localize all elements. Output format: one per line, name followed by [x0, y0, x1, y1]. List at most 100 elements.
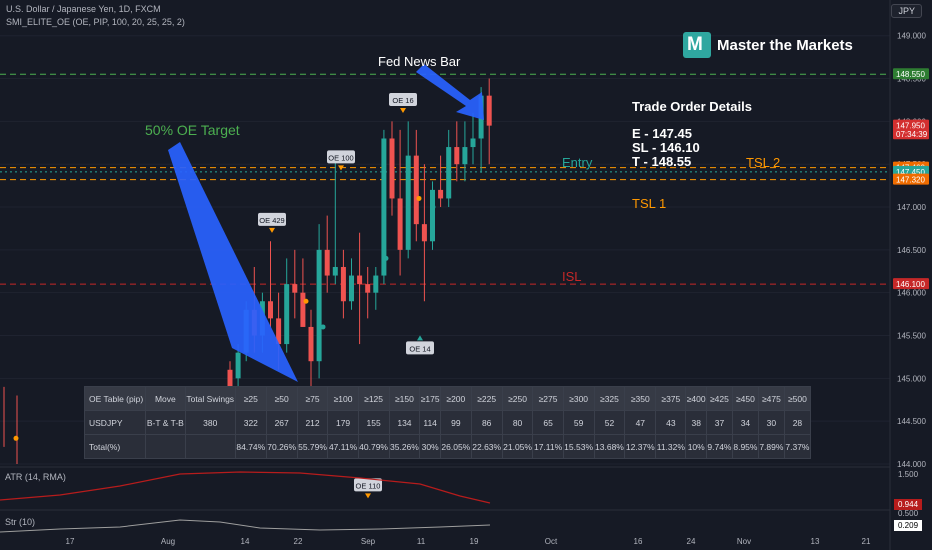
oe-table-cell: 12.37%	[624, 434, 657, 459]
entry-label: Entry	[562, 155, 593, 170]
oe-table-cell: 380	[184, 410, 236, 435]
candle-body	[381, 138, 387, 276]
price-axis: 149.000148.500148.000147.500147.000146.5…	[889, 0, 932, 550]
oe-table-cell: 11.32%	[655, 434, 687, 459]
oe-table-cell: 28	[783, 410, 812, 435]
price-axis-bg	[890, 0, 932, 550]
candle-body	[235, 352, 241, 379]
oe-table-cell: 21.05%	[501, 434, 534, 459]
candle-body	[462, 147, 468, 165]
oe-table-cell: ≥425	[705, 386, 733, 411]
oe-marker-label: OE 100	[328, 153, 353, 162]
price-badge-label: 146.100	[896, 280, 925, 289]
str-value-badge: 0.209	[894, 520, 923, 531]
time-tick-label: Sep	[361, 537, 376, 546]
brand-name: Master the Markets	[717, 36, 853, 54]
oe-table-cell: ≥100	[327, 386, 359, 411]
oe-table-cell: ≥50	[265, 386, 298, 411]
oe-marker-label: OE 14	[409, 344, 430, 353]
oe-table-cell: ≥175	[419, 386, 441, 411]
oe-table-cell: 212	[296, 410, 329, 435]
oe-table-cell: 13.68%	[593, 434, 626, 459]
brand-logo: Master the Markets	[683, 32, 853, 58]
oe-marker: OE 100	[327, 150, 355, 171]
currency-badge[interactable]: JPY	[891, 4, 922, 18]
candle-body	[438, 189, 444, 199]
oe-table-cell: 114	[419, 410, 441, 435]
oe-table-cell: 38	[685, 410, 707, 435]
tsl2-label: TSL 2	[746, 155, 781, 170]
indicator-panels	[0, 466, 890, 533]
price-badge-label: 147.450	[896, 168, 925, 177]
oe-table-cell: ≥325	[593, 386, 626, 411]
oe-marker-label: OE 429	[259, 216, 284, 225]
trade-stoploss: SL - 146.10	[632, 140, 700, 155]
oe-table-cell: 99	[439, 410, 472, 435]
candle-body	[446, 147, 452, 199]
oe-table-cell: ≥25	[234, 386, 267, 411]
swing-dot	[383, 255, 389, 261]
oe-table-cell: 134	[388, 410, 421, 435]
oe-table-cell: 22.63%	[470, 434, 503, 459]
candle-body	[389, 138, 395, 199]
arrow-up-icon	[417, 335, 423, 341]
candle-body	[486, 95, 492, 126]
oe-table-cell: ≥225	[470, 386, 503, 411]
price-badge	[893, 68, 929, 80]
oe-table-cell: Move	[145, 386, 186, 411]
price-badge	[893, 128, 929, 140]
fed-news-arrow	[416, 64, 484, 120]
oe-table-cell: 65	[532, 410, 564, 435]
atr-tick-bottom: 0.500	[898, 509, 919, 518]
oe-table-cell: 47.11%	[327, 434, 359, 459]
oe-table-cell: B-T & T-B	[145, 410, 186, 435]
oe-marker-box	[406, 341, 434, 355]
candle-body	[292, 284, 298, 293]
oe-table-cell: 30	[757, 410, 785, 435]
candle-body	[357, 275, 363, 285]
oe-table-cell: 37	[705, 410, 733, 435]
swing-dot	[303, 298, 309, 304]
oe-table-cell: 86	[470, 410, 503, 435]
arrow-down-icon	[365, 493, 371, 499]
oe-marker-label: OE 16	[392, 96, 413, 105]
oe-markers: OE 429 OE 100 OE 16 OE 14 OE 110	[258, 92, 434, 499]
candle-body	[300, 292, 306, 327]
candle-body	[332, 266, 338, 276]
symbol-title: U.S. Dollar / Japanese Yen, 1D, FXCM	[6, 4, 161, 14]
price-badge	[893, 278, 929, 290]
oe-marker: OE 14	[406, 335, 434, 355]
oe-table-cell: 70.26%	[265, 434, 298, 459]
arrow-down-icon	[338, 165, 344, 171]
oe-table-cell: 17.11%	[532, 434, 564, 459]
oe-table-cell: 155	[357, 410, 390, 435]
oe-table-cell: 40.79%	[357, 434, 390, 459]
oe-table-cell: 30%	[419, 434, 441, 459]
oe-marker-box	[258, 212, 286, 226]
candle-body	[413, 155, 419, 225]
oe-marker-label: OE 110	[356, 481, 381, 490]
time-tick-label: 13	[811, 537, 820, 546]
candle-body	[470, 138, 476, 148]
time-tick-label: 22	[294, 537, 303, 546]
str-label: Str (10)	[5, 517, 36, 527]
oe-target-arrow	[168, 142, 298, 382]
oe-table-cell: 55.79%	[296, 434, 329, 459]
price-tick-label: 147.000	[897, 203, 926, 212]
candle-body	[349, 275, 354, 302]
time-tick-label: Nov	[737, 537, 751, 546]
annotation-arrows	[168, 64, 484, 382]
candle-body	[373, 275, 379, 293]
time-axis: 17 Aug 14 22 Sep 11 19 Oct 16 24 Nov 13 21	[66, 537, 871, 546]
candle-body	[405, 155, 411, 250]
oe-table-cell: 7.89%	[757, 434, 785, 459]
oe-table-cell: ≥150	[388, 386, 421, 411]
trade-entry: E - 147.45	[632, 126, 692, 141]
candle-body	[454, 147, 460, 165]
candle-body	[397, 198, 403, 250]
time-tick-label: Aug	[161, 537, 175, 546]
oe-table-cell: 10%	[685, 434, 707, 459]
price-tick-label: 145.500	[897, 332, 926, 341]
swing-dot	[430, 204, 436, 210]
